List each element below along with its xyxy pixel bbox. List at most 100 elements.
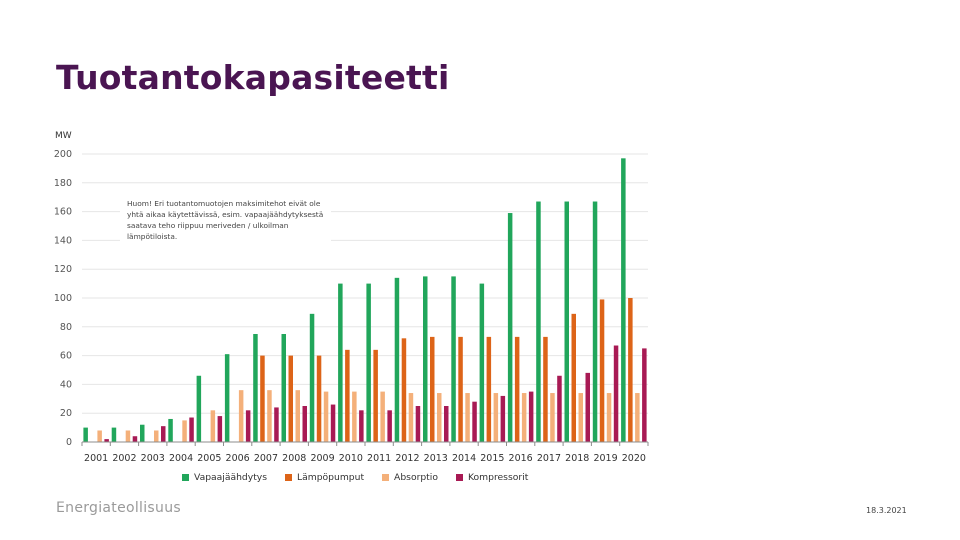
x-tick-label: 2010 xyxy=(339,453,363,464)
bar-lampopumput xyxy=(486,336,492,442)
y-tick-label: 20 xyxy=(60,408,72,419)
bar-absorptio xyxy=(210,410,216,442)
legend-label: Absorptio xyxy=(394,472,438,483)
x-tick-label: 2016 xyxy=(509,453,533,464)
bar-absorptio xyxy=(380,391,385,442)
y-axis-label: MW xyxy=(55,131,72,141)
x-tick-label: 2002 xyxy=(112,453,136,464)
x-tick-label: 2006 xyxy=(226,453,250,464)
x-tick-label: 2004 xyxy=(169,453,193,464)
bar-kompressorit xyxy=(274,407,279,442)
bar-vapaajaahdytys xyxy=(196,375,202,442)
bar-lampopumput xyxy=(599,299,605,442)
bar-absorptio xyxy=(267,390,272,442)
bar-absorptio xyxy=(352,391,357,442)
y-tick-label: 100 xyxy=(54,293,72,304)
slide-title: Tuotantokapasiteetti xyxy=(56,58,450,97)
bar-kompressorit xyxy=(585,372,590,442)
bar-vapaajaahdytys xyxy=(564,201,569,442)
legend-swatch xyxy=(382,474,390,481)
bar-lampopumput xyxy=(288,355,293,442)
bar-lampopumput xyxy=(571,313,576,442)
bar-lampopumput xyxy=(543,336,548,442)
bar-absorptio xyxy=(125,430,131,442)
bar-absorptio xyxy=(182,420,187,442)
x-tick-label: 2008 xyxy=(282,453,306,464)
bar-vapaajaahdytys xyxy=(83,427,88,442)
legend-item-vapaajaahdytys: Vapaajäähdytys xyxy=(182,472,267,483)
bar-absorptio xyxy=(606,393,612,442)
bar-lampopumput xyxy=(514,336,520,442)
bar-lampopumput xyxy=(260,355,265,442)
legend-label: Vapaajäähdytys xyxy=(194,472,268,483)
bar-kompressorit xyxy=(359,410,364,442)
x-tick-label: 2009 xyxy=(310,453,334,464)
bar-lampopumput xyxy=(628,298,633,442)
x-tick-label: 2005 xyxy=(197,453,221,464)
bar-absorptio xyxy=(465,393,470,442)
bar-vapaajaahdytys xyxy=(309,313,315,442)
bar-absorptio xyxy=(635,393,640,442)
y-tick-label: 160 xyxy=(54,207,72,218)
bar-absorptio xyxy=(408,393,414,442)
bar-kompressorit xyxy=(528,391,534,442)
bar-vapaajaahdytys xyxy=(281,334,286,442)
bar-lampopumput xyxy=(345,349,350,442)
bar-vapaajaahdytys xyxy=(253,334,258,442)
bar-vapaajaahdytys xyxy=(140,424,145,442)
bar-vapaajaahdytys xyxy=(168,418,173,442)
bar-kompressorit xyxy=(245,410,251,442)
chart-legend: Vapaajäähdytys Lämpöpumput Absorptio Kompre… xyxy=(182,472,528,483)
bar-absorptio xyxy=(323,391,329,442)
bar-lampopumput xyxy=(430,336,435,442)
bar-vapaajaahdytys xyxy=(507,213,513,442)
bar-kompressorit xyxy=(330,404,336,442)
bar-lampopumput xyxy=(458,336,463,442)
y-tick-label: 140 xyxy=(54,235,72,246)
y-tick-label: 180 xyxy=(54,178,72,189)
bar-kompressorit xyxy=(415,406,421,442)
x-tick-label: 2003 xyxy=(141,453,165,464)
bar-absorptio xyxy=(154,430,159,442)
y-tick-label: 0 xyxy=(66,437,72,448)
x-tick-label: 2014 xyxy=(452,453,476,464)
slide-date: 18.3.2021 xyxy=(866,506,907,515)
bar-absorptio xyxy=(578,393,583,442)
legend-label: Lämpöpumput xyxy=(297,472,365,483)
legend-swatch xyxy=(455,474,463,481)
bar-kompressorit xyxy=(189,417,194,442)
y-tick-label: 40 xyxy=(60,379,72,390)
bar-kompressorit xyxy=(132,436,138,442)
bar-kompressorit xyxy=(161,426,166,442)
bar-kompressorit xyxy=(217,416,223,442)
bar-kompressorit xyxy=(302,406,307,442)
bar-absorptio xyxy=(550,393,555,442)
chart-note: Huom! Eri tuotantomuotojen maksimitehot … xyxy=(120,196,331,246)
legend-item-lampopumput: Lämpöpumput xyxy=(285,472,364,483)
x-tick-label: 2013 xyxy=(424,453,448,464)
legend-item-kompressorit: Kompressorit xyxy=(455,472,529,483)
x-tick-label: 2019 xyxy=(593,453,617,464)
bar-absorptio xyxy=(238,390,244,442)
bar-kompressorit xyxy=(472,401,477,442)
bar-lampopumput xyxy=(401,338,407,442)
x-tick-label: 2018 xyxy=(565,453,589,464)
bar-kompressorit xyxy=(642,348,647,442)
legend-swatch xyxy=(285,474,293,481)
bar-absorptio xyxy=(437,393,442,442)
x-tick-label: 2011 xyxy=(367,453,391,464)
bar-kompressorit xyxy=(557,375,562,442)
y-tick-label: 120 xyxy=(54,264,72,275)
bar-vapaajaahdytys xyxy=(451,276,456,442)
x-tick-label: 2007 xyxy=(254,453,278,464)
legend-label: Kompressorit xyxy=(467,472,529,483)
x-tick-label: 2001 xyxy=(84,453,108,464)
bar-vapaajaahdytys xyxy=(621,158,626,442)
bar-absorptio xyxy=(521,393,527,442)
bar-vapaajaahdytys xyxy=(366,283,371,442)
bar-kompressorit xyxy=(613,345,619,442)
bar-vapaajaahdytys xyxy=(394,277,400,442)
bar-vapaajaahdytys xyxy=(592,201,598,442)
x-tick-label: 2020 xyxy=(622,453,646,464)
